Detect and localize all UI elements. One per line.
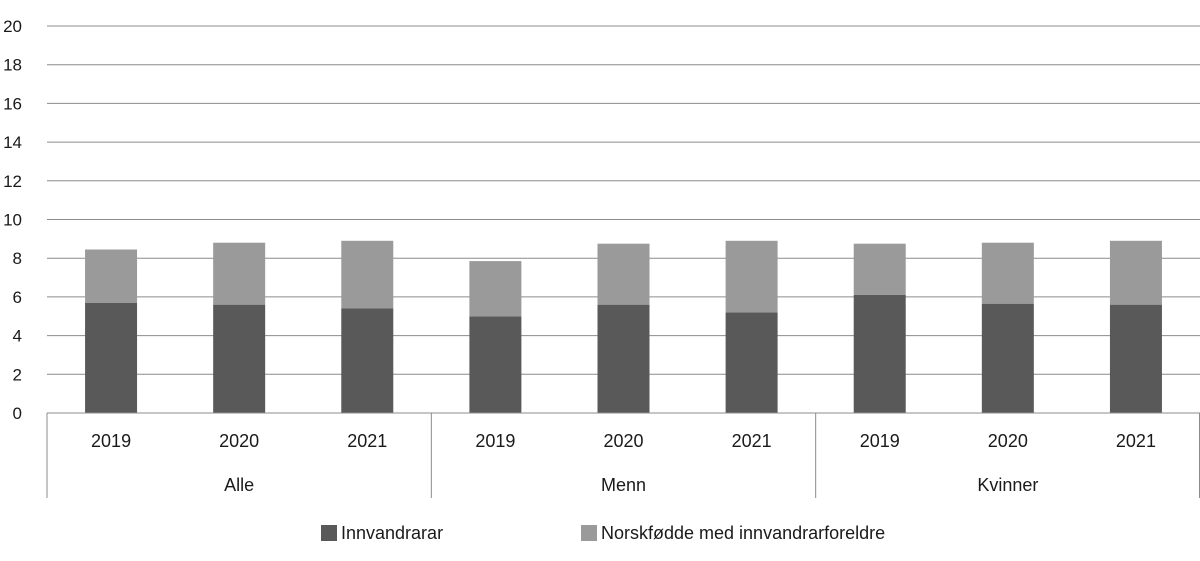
bar-innvandrarar-alle-2019 (85, 302, 138, 413)
y-tick-label: 16 (3, 94, 22, 113)
x-group-label: Kvinner (977, 475, 1038, 495)
bar-norskfodde-kvinner-2019 (853, 243, 906, 295)
bar-innvandrarar-menn-2020 (597, 304, 650, 413)
bar-norskfodde-kvinner-2020 (981, 242, 1034, 304)
x-category-label: 2019 (91, 431, 131, 451)
legend-swatch (581, 525, 597, 541)
x-category-label: 2021 (1116, 431, 1156, 451)
bar-innvandrarar-alle-2021 (341, 308, 394, 413)
x-category-label: 2020 (988, 431, 1028, 451)
bar-norskfodde-kvinner-2021 (1109, 240, 1162, 305)
x-category-label: 2020 (603, 431, 643, 451)
legend: Innvandrarar Norskfødde med innvandrarfor… (321, 523, 885, 543)
legend-label: Innvandrarar (341, 523, 443, 543)
bar-innvandrarar-menn-2021 (725, 312, 778, 413)
x-category-label: 2020 (219, 431, 259, 451)
bar-innvandrarar-alle-2020 (213, 304, 266, 413)
y-tick-label: 20 (3, 17, 22, 36)
x-category-label: 2021 (347, 431, 387, 451)
y-tick-label: 12 (3, 172, 22, 191)
x-group-label: Alle (224, 475, 254, 495)
bar-norskfodde-menn-2019 (469, 261, 522, 317)
x-category-label: 2019 (860, 431, 900, 451)
y-tick-label: 0 (13, 404, 22, 423)
bar-norskfodde-alle-2020 (213, 242, 266, 305)
x-category-label: 2021 (732, 431, 772, 451)
y-tick-label: 14 (3, 133, 22, 152)
y-tick-label: 10 (3, 211, 22, 230)
y-tick-label: 4 (13, 327, 22, 346)
bar-innvandrarar-kvinner-2019 (853, 294, 906, 413)
x-category-label: 2019 (475, 431, 515, 451)
y-tick-label: 2 (13, 365, 22, 384)
legend-swatch (321, 525, 337, 541)
bar-norskfodde-alle-2019 (85, 249, 138, 303)
bar-norskfodde-alle-2021 (341, 240, 394, 309)
bar-innvandrarar-kvinner-2020 (981, 303, 1034, 413)
axes: 0 2 4 6 8 10 12 14 16 18 20 2019 2020 2021 Alle 2019 202… (3, 17, 1200, 498)
legend-label: Norskfødde med innvandrarforeldre (601, 523, 885, 543)
y-tick-label: 6 (13, 288, 22, 307)
bar-norskfodde-menn-2020 (597, 243, 650, 305)
bars (85, 240, 1162, 413)
bar-innvandrarar-menn-2019 (469, 316, 522, 413)
bar-norskfodde-menn-2021 (725, 240, 778, 313)
y-tick-label: 18 (3, 56, 22, 75)
x-group-label: Menn (601, 475, 646, 495)
y-tick-label: 8 (13, 249, 22, 268)
bar-innvandrarar-kvinner-2021 (1109, 304, 1162, 413)
